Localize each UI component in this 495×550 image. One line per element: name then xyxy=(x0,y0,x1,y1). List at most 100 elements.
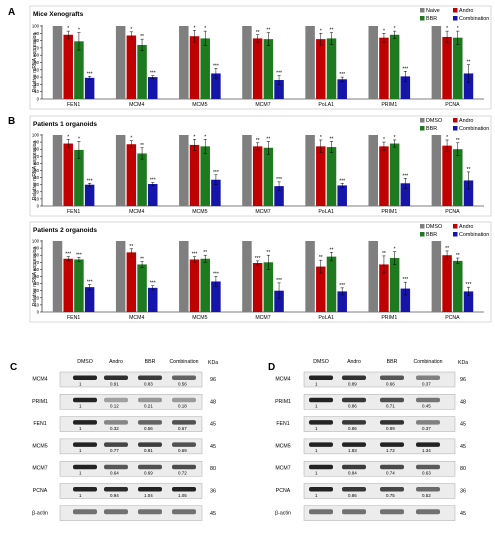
protein-band xyxy=(138,487,162,492)
significance-label: * xyxy=(204,134,206,140)
significance-label: * xyxy=(383,28,385,34)
protein-band xyxy=(172,397,196,403)
bar-dmso-mcm7 xyxy=(242,241,252,312)
chart-frame xyxy=(29,5,492,110)
protein-band xyxy=(138,509,162,515)
chart-A: A Mice Xenografts Relative mRNA expression… xyxy=(8,5,492,110)
protein-band xyxy=(342,442,366,447)
blot-row-label: β-actin xyxy=(32,510,48,516)
legend-label-combination: Combination xyxy=(459,126,489,132)
bar-bbr-prim1 xyxy=(389,143,400,206)
blot-column-header: Andro xyxy=(347,359,361,365)
band-quantification: 0.75 xyxy=(386,493,395,498)
bar-bbr-mcm5 xyxy=(200,38,210,99)
protein-band xyxy=(342,487,366,492)
band-quantification: 0.94 xyxy=(110,493,119,498)
band-quantification: 0.91 xyxy=(110,381,119,386)
legend-swatch-andro xyxy=(453,8,458,13)
y-tick-label: 30 xyxy=(34,182,39,187)
band-quantification: 1 xyxy=(79,493,82,498)
significance-label: * xyxy=(320,135,322,141)
legend-label-andro: Andro xyxy=(459,118,473,124)
protein-band xyxy=(73,509,97,515)
y-tick-label: 0 xyxy=(37,204,40,209)
y-tick-label: 90 xyxy=(34,140,39,145)
x-category-label: FEN1 xyxy=(67,102,80,108)
y-tick-label: 90 xyxy=(34,31,39,36)
band-quantification: 0.52 xyxy=(422,493,431,498)
bar-naive-pola1 xyxy=(305,26,315,99)
panel-label: A xyxy=(8,7,15,18)
protein-band xyxy=(416,509,440,515)
bar-bbr-fen1 xyxy=(74,149,84,206)
band-quantification: 0.86 xyxy=(348,404,357,409)
kda-value: 96 xyxy=(460,377,466,383)
significance-label: * xyxy=(67,26,69,32)
bar-andro-mcm7 xyxy=(252,263,263,312)
x-category-label: FEN1 xyxy=(67,315,80,321)
bar-bbr-prim1 xyxy=(389,258,400,312)
band-quantification: 1 xyxy=(315,381,318,386)
x-category-label: PoLA1 xyxy=(318,102,334,108)
band-quantification: 0.89 xyxy=(386,426,395,431)
protein-band xyxy=(380,397,404,403)
protein-band xyxy=(104,487,128,492)
band-quantification: 1 xyxy=(79,471,82,476)
protein-band xyxy=(416,464,440,470)
bar-combination-mcm5 xyxy=(211,281,221,312)
chart-title: Patients 2 organoids xyxy=(33,227,97,234)
x-category-label: MCM7 xyxy=(255,102,270,108)
blot-column-header: Combination xyxy=(169,359,198,365)
bar-naive-pcna xyxy=(431,26,442,99)
bar-combination-mcm5 xyxy=(211,179,221,206)
band-quantification: 0.72 xyxy=(178,471,187,476)
bar-bbr-mcm7 xyxy=(263,39,274,99)
chart-B: B Patients 1 organoids Relative mRNA expre… xyxy=(8,115,492,217)
bar-combination-mcm4 xyxy=(148,287,158,312)
significance-label: * xyxy=(204,26,206,32)
bar-bbr-prim1 xyxy=(389,34,400,100)
bar-andro-prim1 xyxy=(379,264,389,312)
x-category-label: PRIM1 xyxy=(381,315,397,321)
significance-label: * xyxy=(78,136,80,142)
bar-bbr-mcm4 xyxy=(137,44,147,99)
kda-value: 36 xyxy=(460,489,466,495)
band-quantification: 0.66 xyxy=(386,381,395,386)
x-category-label: PoLA1 xyxy=(318,209,334,215)
panel-label: D xyxy=(268,362,275,373)
protein-band xyxy=(104,509,128,515)
y-tick-label: 70 xyxy=(34,260,39,265)
significance-label: ** xyxy=(467,60,471,66)
bar-bbr-mcm7 xyxy=(263,147,274,206)
kda-value: 45 xyxy=(210,511,216,517)
blot-row-label: MCM7 xyxy=(275,466,290,472)
band-quantification: 1 xyxy=(315,404,318,409)
significance-label: ** xyxy=(330,247,334,253)
x-category-label: MCM5 xyxy=(192,209,207,215)
legend-swatch-combination xyxy=(453,232,458,237)
significance-label: *** xyxy=(76,252,82,258)
y-tick-label: 50 xyxy=(34,60,39,65)
bar-combination-mcm4 xyxy=(148,77,158,99)
blot-row-label: MCM4 xyxy=(32,377,47,383)
protein-band xyxy=(138,464,162,470)
x-category-label: PCNA xyxy=(445,209,460,215)
bar-andro-mcm7 xyxy=(252,38,263,99)
significance-label: *** xyxy=(339,178,345,184)
protein-band xyxy=(104,397,128,403)
x-category-label: MCM5 xyxy=(192,315,207,321)
significance-label: *** xyxy=(402,173,408,179)
significance-label: *** xyxy=(87,178,93,184)
protein-band xyxy=(342,464,366,470)
blot-row-label: PCNA xyxy=(276,488,291,494)
protein-band xyxy=(342,509,366,515)
protein-band xyxy=(138,442,162,447)
y-tick-label: 80 xyxy=(34,38,39,43)
panel-label: C xyxy=(10,362,17,373)
protein-band xyxy=(172,375,196,380)
y-tick-label: 70 xyxy=(34,154,39,159)
band-quantification: 1.72 xyxy=(386,448,395,453)
y-tick-label: 0 xyxy=(37,97,40,102)
bar-andro-fen1 xyxy=(63,34,73,100)
significance-label: * xyxy=(446,135,448,141)
